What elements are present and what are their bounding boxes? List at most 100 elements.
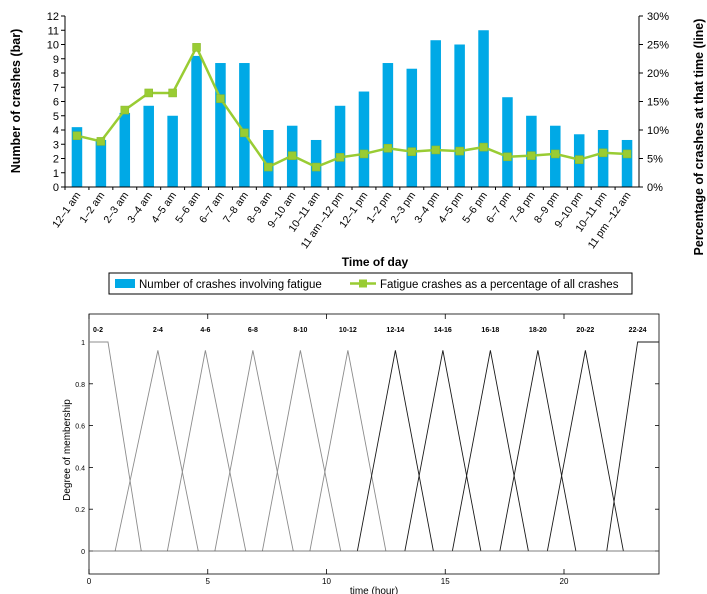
line-point bbox=[574, 155, 584, 164]
y-tick-label: 3 bbox=[53, 139, 59, 151]
bar bbox=[382, 63, 394, 187]
x-axis-title: time (hour) bbox=[350, 586, 398, 594]
membership-set-label: 16-18 bbox=[481, 327, 499, 334]
legend-label-line: Fatigue crashes as a percentage of all c… bbox=[380, 279, 619, 291]
y-tick-label: 9 bbox=[53, 54, 59, 66]
line-point bbox=[598, 148, 608, 158]
membership-set-label: 14-16 bbox=[434, 327, 452, 334]
y2-tick-label: 20% bbox=[647, 68, 669, 80]
membership-set-label: 10-12 bbox=[339, 327, 357, 334]
membership-set-label: 12-14 bbox=[386, 327, 404, 334]
membership-set-label: 6-8 bbox=[248, 327, 258, 334]
membership-curve bbox=[309, 350, 387, 552]
line-point bbox=[120, 105, 130, 115]
line-point bbox=[503, 152, 512, 162]
line-point bbox=[335, 153, 345, 162]
legend: Number of crashes involving fatigue Fatig… bbox=[108, 272, 633, 295]
y2-tick-label: 30% bbox=[647, 11, 669, 23]
y-tick-label: 5 bbox=[53, 111, 59, 123]
membership-curve bbox=[89, 341, 142, 552]
line-point bbox=[311, 162, 321, 172]
bar bbox=[239, 63, 250, 187]
bar bbox=[191, 55, 202, 188]
legend-swatch-bar bbox=[115, 279, 135, 288]
x-axis-title: Time of day bbox=[342, 255, 409, 269]
bar bbox=[215, 63, 226, 187]
bar bbox=[119, 112, 131, 187]
membership-curve bbox=[546, 350, 624, 552]
membership-curve bbox=[261, 350, 342, 552]
membership-curve bbox=[166, 350, 247, 552]
bar bbox=[358, 91, 370, 187]
membership-set-label: 2-4 bbox=[153, 327, 163, 334]
y-tick-label: 7 bbox=[53, 82, 59, 94]
x-tick-label: 5 bbox=[206, 577, 211, 586]
bar bbox=[334, 105, 346, 187]
y-tick-label: 8 bbox=[53, 68, 59, 80]
line-point bbox=[144, 88, 153, 98]
line-point bbox=[96, 137, 106, 146]
y-tick-label: 4 bbox=[53, 125, 59, 137]
line-point bbox=[431, 145, 440, 155]
x-tick-label: 10 bbox=[322, 577, 331, 586]
membership-plot-frame bbox=[88, 313, 660, 575]
y-axis-title: Number of crashes (bar) bbox=[9, 29, 23, 173]
line-series-path bbox=[76, 44, 628, 169]
y-tick-label: 0.2 bbox=[75, 507, 85, 514]
x-tick-label: 12–1 am bbox=[50, 190, 83, 231]
line-point bbox=[622, 149, 632, 159]
membership-curve bbox=[606, 341, 659, 552]
membership-chart: 0 5 10 15 20 0 0.2 0.4 0.6 0.8 1 0-2 2-4 4-6 6-8 8-10 10… bbox=[62, 313, 660, 594]
line-point bbox=[287, 151, 297, 160]
y-tick-label: 1 bbox=[81, 340, 85, 347]
bar bbox=[526, 115, 537, 187]
y-tick-label: 10 bbox=[47, 40, 59, 52]
bar bbox=[597, 130, 609, 187]
bar bbox=[621, 139, 633, 187]
line-point bbox=[216, 94, 225, 103]
legend-swatch-marker bbox=[359, 279, 367, 288]
membership-curve bbox=[499, 350, 577, 552]
line-point bbox=[192, 43, 201, 52]
bar bbox=[167, 115, 178, 187]
combo-chart: 01234567891011120%5%10%15%20%25%30%12–1 … bbox=[9, 11, 706, 295]
line-point bbox=[527, 151, 536, 160]
y2-tick-label: 5% bbox=[647, 154, 663, 166]
line-point bbox=[72, 131, 82, 140]
y-tick-label: 0 bbox=[53, 182, 59, 194]
x-tick-label: 15 bbox=[441, 577, 450, 586]
line-point bbox=[240, 128, 249, 138]
line-point bbox=[359, 149, 369, 159]
bar bbox=[263, 130, 274, 187]
bar bbox=[478, 30, 489, 187]
y-tick-label: 11 bbox=[48, 25, 59, 37]
membership-curve bbox=[356, 350, 434, 552]
y2-tick-label: 0% bbox=[647, 182, 663, 194]
y2-tick-label: 15% bbox=[647, 97, 669, 109]
y2-axis-title: Percentage of crashes at that time (line… bbox=[692, 19, 706, 256]
membership-curve bbox=[114, 350, 199, 552]
membership-curve bbox=[404, 350, 482, 552]
y-tick-label: 6 bbox=[53, 97, 59, 109]
membership-set-label: 18-20 bbox=[529, 327, 547, 334]
line-point bbox=[407, 147, 417, 156]
bar bbox=[502, 97, 513, 187]
membership-set-label: 20-22 bbox=[576, 327, 594, 334]
y-tick-label: 0.4 bbox=[75, 465, 85, 472]
x-tick-label: 20 bbox=[560, 577, 569, 586]
bar bbox=[71, 127, 83, 187]
line-point bbox=[551, 149, 560, 159]
line-point bbox=[455, 146, 464, 156]
y-tick-label: 0 bbox=[81, 549, 85, 556]
membership-set-label: 8-10 bbox=[293, 327, 307, 334]
membership-curve bbox=[451, 350, 529, 552]
y2-tick-label: 25% bbox=[647, 40, 669, 52]
y-tick-label: 0.6 bbox=[75, 424, 85, 431]
y-axis-title: Degree of membership bbox=[62, 399, 73, 501]
legend-label-bar: Number of crashes involving fatigue bbox=[139, 279, 322, 291]
line-point bbox=[264, 162, 273, 172]
y-tick-label: 2 bbox=[53, 154, 59, 166]
y-tick-label: 0.8 bbox=[75, 382, 85, 389]
